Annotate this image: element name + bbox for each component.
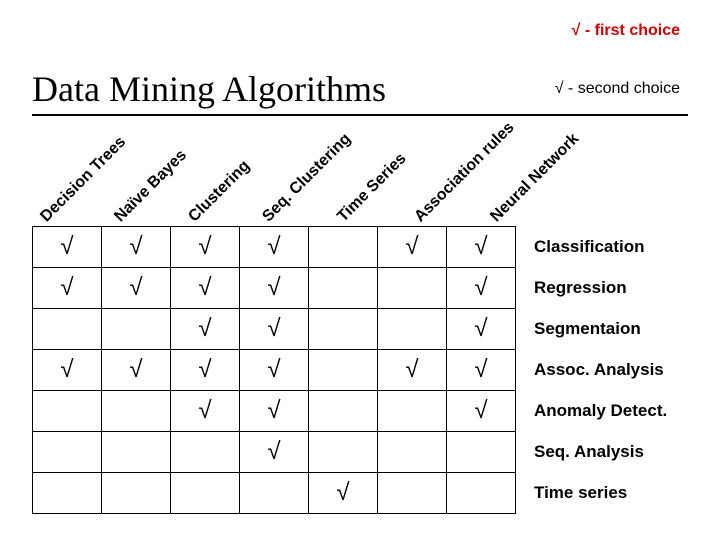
cell: √ xyxy=(240,432,309,473)
cell xyxy=(240,473,309,514)
cell: √ xyxy=(378,350,447,391)
table-row: √ √ √ Anomaly Detect. xyxy=(33,391,669,432)
table-row: √ √ √ √ √ Regression xyxy=(33,268,669,309)
row-label: Seq. Analysis xyxy=(516,432,669,473)
cell xyxy=(309,227,378,268)
cell xyxy=(171,432,240,473)
cell: √ xyxy=(171,391,240,432)
cell xyxy=(378,309,447,350)
cell: √ xyxy=(447,391,516,432)
cell: √ xyxy=(102,227,171,268)
cell xyxy=(309,350,378,391)
cell: √ xyxy=(33,227,102,268)
column-headers: Decision Trees Naïve Bayes Clustering Se… xyxy=(32,118,552,226)
cell xyxy=(378,473,447,514)
cell: √ xyxy=(33,350,102,391)
col-head-1: Naïve Bayes xyxy=(111,147,190,226)
cell xyxy=(378,268,447,309)
row-label: Segmentaion xyxy=(516,309,669,350)
table-row: √ Time series xyxy=(33,473,669,514)
cell: √ xyxy=(240,227,309,268)
cell xyxy=(33,391,102,432)
cell xyxy=(102,309,171,350)
algorithm-task-matrix: √ √ √ √ √ √ Classification √ √ √ √ √ Reg… xyxy=(32,226,669,514)
cell xyxy=(378,432,447,473)
cell xyxy=(309,268,378,309)
cell xyxy=(447,473,516,514)
cell: √ xyxy=(240,268,309,309)
row-label: Time series xyxy=(516,473,669,514)
page-title: Data Mining Algorithms xyxy=(32,68,386,110)
cell xyxy=(309,391,378,432)
legend-second-choice: √ - second choice xyxy=(555,80,680,98)
table-row: √ √ √ Segmentaion xyxy=(33,309,669,350)
row-label: Regression xyxy=(516,268,669,309)
cell: √ xyxy=(309,473,378,514)
cell: √ xyxy=(102,268,171,309)
cell: √ xyxy=(378,227,447,268)
cell xyxy=(171,473,240,514)
cell xyxy=(309,432,378,473)
cell xyxy=(33,473,102,514)
cell: √ xyxy=(240,309,309,350)
cell xyxy=(33,309,102,350)
cell xyxy=(102,432,171,473)
cell: √ xyxy=(33,268,102,309)
cell xyxy=(447,432,516,473)
table-row: √ √ √ √ √ √ Assoc. Analysis xyxy=(33,350,669,391)
table-row: √ √ √ √ √ √ Classification xyxy=(33,227,669,268)
cell: √ xyxy=(447,350,516,391)
cell: √ xyxy=(102,350,171,391)
row-label: Classification xyxy=(516,227,669,268)
cell xyxy=(378,391,447,432)
row-label: Assoc. Analysis xyxy=(516,350,669,391)
table-row: √ Seq. Analysis xyxy=(33,432,669,473)
row-label: Anomaly Detect. xyxy=(516,391,669,432)
legend-first-choice: √ - first choice xyxy=(572,22,680,40)
col-head-2: Clustering xyxy=(185,157,254,226)
cell: √ xyxy=(171,309,240,350)
cell xyxy=(33,432,102,473)
cell: √ xyxy=(171,268,240,309)
cell: √ xyxy=(447,268,516,309)
cell xyxy=(102,391,171,432)
col-head-4: Time Series xyxy=(334,150,410,226)
cell: √ xyxy=(171,350,240,391)
cell: √ xyxy=(447,227,516,268)
cell: √ xyxy=(171,227,240,268)
title-underline xyxy=(32,114,688,116)
cell: √ xyxy=(447,309,516,350)
cell: √ xyxy=(240,350,309,391)
cell: √ xyxy=(240,391,309,432)
cell xyxy=(309,309,378,350)
cell xyxy=(102,473,171,514)
